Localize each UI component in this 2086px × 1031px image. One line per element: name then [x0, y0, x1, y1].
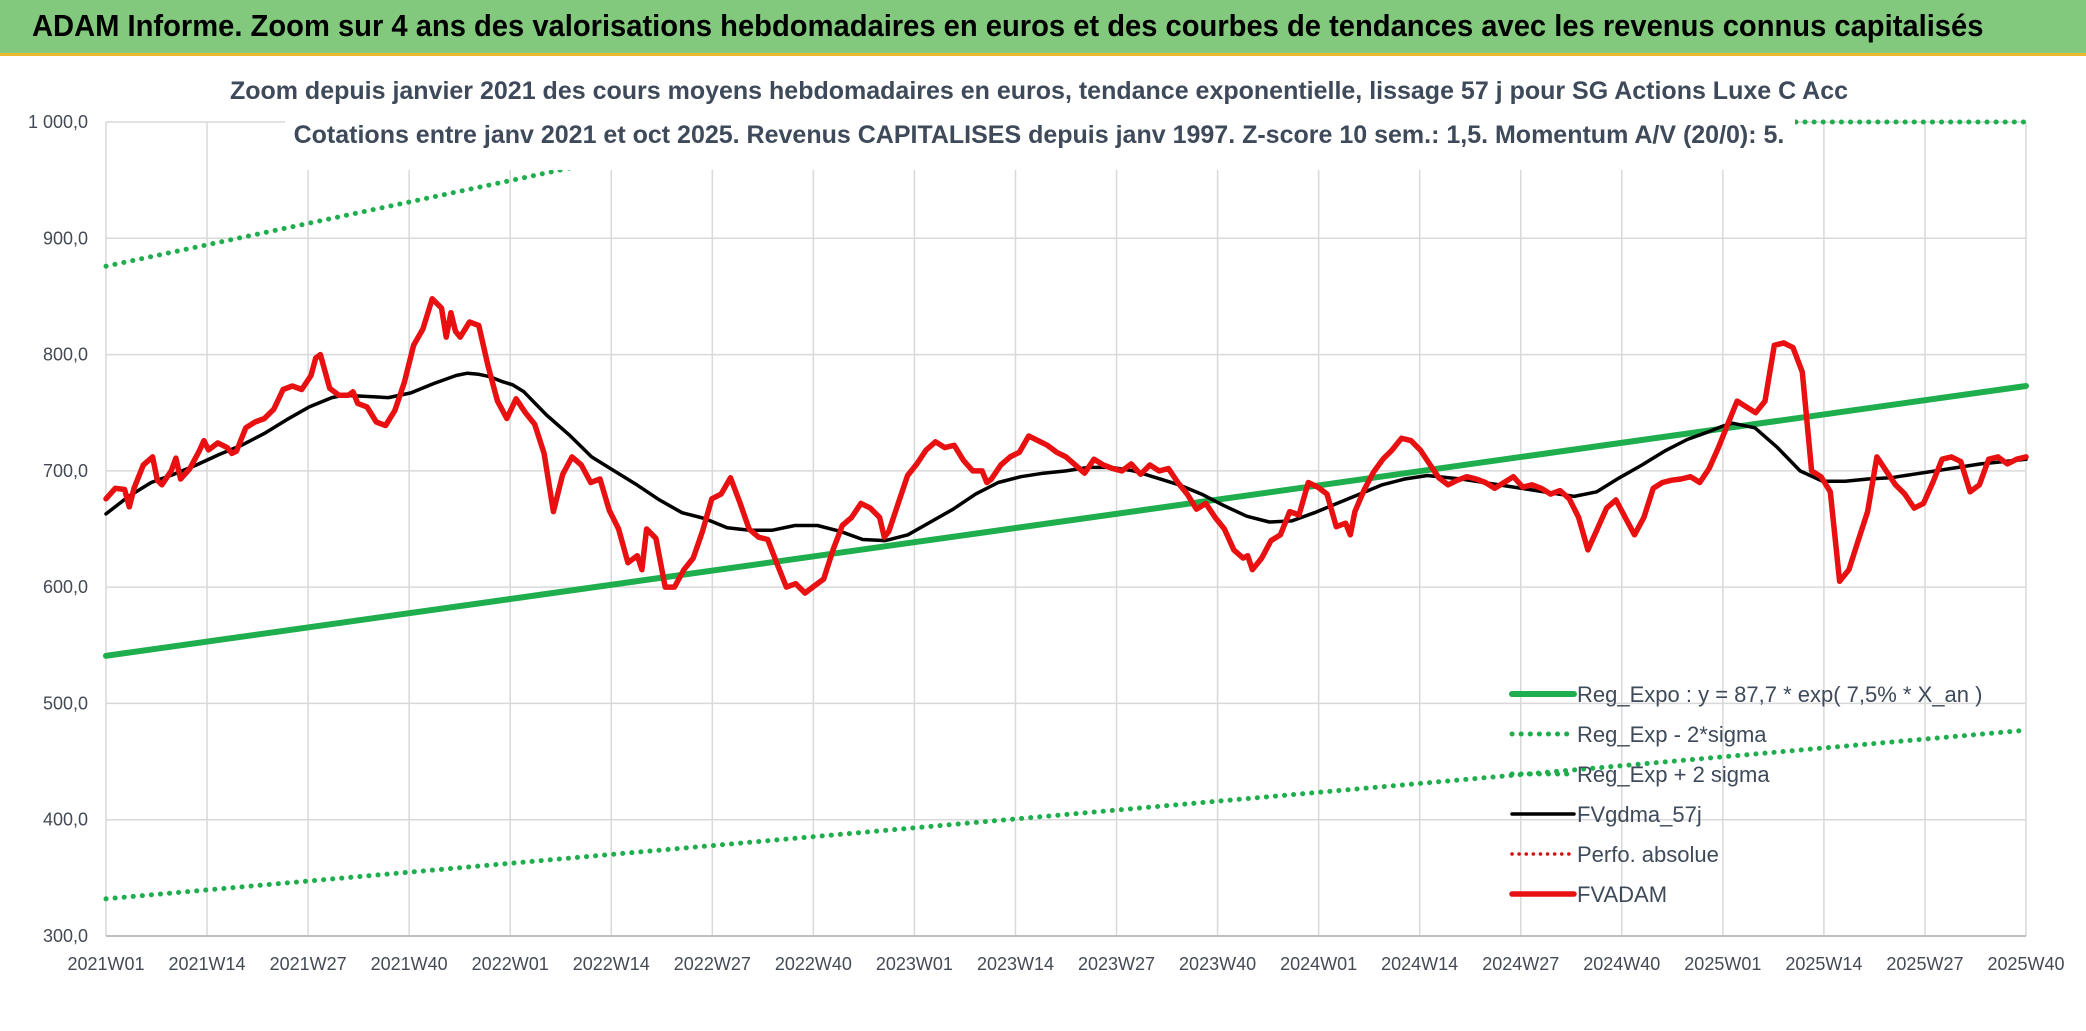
line-chart: 300,0 400,0 500,0 600,0 700,0 800,0 900,0 1 000… — [28, 62, 2065, 974]
x-tick-label: 2024W14 — [1381, 954, 1458, 974]
y-tick-label: 900,0 — [43, 228, 88, 248]
x-tick-label: 2021W01 — [67, 954, 144, 974]
legend-entry-3: FVgdma_57j — [1577, 802, 1702, 827]
x-tick-label: 2024W01 — [1280, 954, 1357, 974]
x-tick-label: 2025W01 — [1684, 954, 1761, 974]
reg-expo-line — [103, 383, 2029, 659]
x-tick-label: 2024W40 — [1583, 954, 1660, 974]
axes: 300,0 400,0 500,0 600,0 700,0 800,0 900,0 1 000… — [28, 112, 2065, 974]
chart-area: 300,0 400,0 500,0 600,0 700,0 800,0 900,0 1 000… — [0, 56, 2086, 1031]
y-tick-label: 700,0 — [43, 461, 88, 481]
x-tick-label: 2023W01 — [876, 954, 953, 974]
chart-subtitle: Cotations entre janv 2021 et oct 2025. R… — [294, 121, 1785, 149]
x-tick-label: 2022W27 — [674, 954, 751, 974]
legend-entry-2: Reg_Exp + 2 sigma — [1577, 762, 1770, 787]
x-tick-label: 2025W14 — [1785, 954, 1862, 974]
x-tick-label: 2021W14 — [169, 954, 246, 974]
legend-entry-1: Reg_Exp - 2*sigma — [1577, 722, 1767, 747]
y-tick-label: 1 000,0 — [28, 112, 88, 132]
x-tick-label: 2025W40 — [1987, 954, 2064, 974]
x-tick-label: 2025W27 — [1886, 954, 1963, 974]
chart-titles: Zoom depuis janvier 2021 des cours moyen… — [230, 62, 1848, 170]
legend-entry-0: Reg_Expo : y = 87,7 * exp( 7,5% * X_an ) — [1577, 682, 1982, 707]
x-tick-label: 2023W40 — [1179, 954, 1256, 974]
y-tick-label: 400,0 — [43, 810, 88, 830]
x-tick-label: 2022W40 — [775, 954, 852, 974]
x-tick-label: 2023W27 — [1078, 954, 1155, 974]
chart-title: Zoom depuis janvier 2021 des cours moyen… — [230, 77, 1848, 105]
fvgdma-57j-line — [104, 371, 2028, 543]
legend: Reg_Expo : y = 87,7 * exp( 7,5% * X_an )… — [1509, 682, 1982, 907]
fvadam-line — [103, 296, 2029, 596]
x-tick-label: 2021W27 — [270, 954, 347, 974]
x-tick-label: 2021W40 — [371, 954, 448, 974]
x-tick-label: 2023W14 — [977, 954, 1054, 974]
x-tick-label: 2022W14 — [573, 954, 650, 974]
header-banner: ADAM Informe. Zoom sur 4 ans des valoris… — [0, 0, 2086, 56]
x-tick-label: 2024W27 — [1482, 954, 1559, 974]
y-tick-label: 300,0 — [43, 926, 88, 946]
series-lines — [103, 119, 2029, 902]
title-backdrop — [285, 62, 1795, 170]
legend-entry-4: Perfo. absolue — [1577, 842, 1719, 867]
y-tick-label: 800,0 — [43, 345, 88, 365]
page-title: ADAM Informe. Zoom sur 4 ans des valoris… — [32, 8, 1984, 43]
reg-minus-2sigma-line — [103, 727, 2029, 902]
legend-entry-5: FVADAM — [1577, 882, 1667, 907]
y-tick-label: 600,0 — [43, 577, 88, 597]
x-tick-label: 2022W01 — [472, 954, 549, 974]
y-tick-label: 500,0 — [43, 693, 88, 713]
